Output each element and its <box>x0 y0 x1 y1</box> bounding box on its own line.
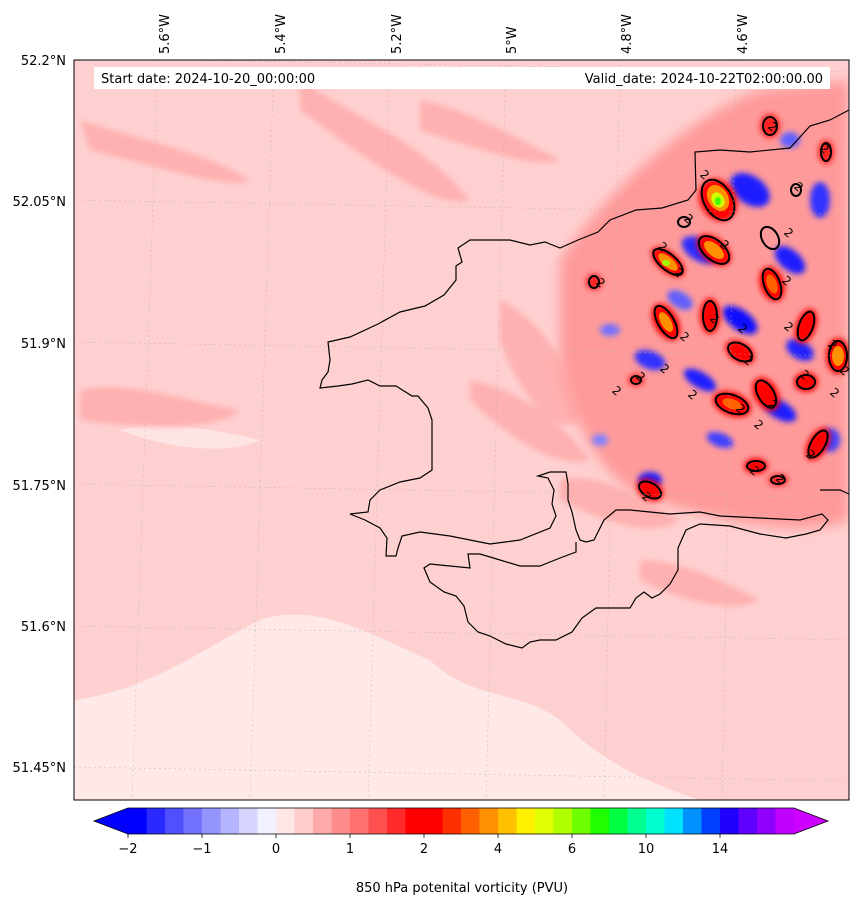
colorbar-segment <box>479 808 499 834</box>
lon-label: 5.6°W <box>158 14 173 54</box>
colorbar-tick-label: −2 <box>118 842 137 857</box>
colorbar-segment <box>664 808 684 834</box>
colorbar-segment <box>609 808 629 834</box>
colorbar-segment <box>757 808 777 834</box>
lat-label: 51.75°N <box>13 479 66 494</box>
lat-label: 51.45°N <box>13 761 66 776</box>
colorbar-segment <box>535 808 555 834</box>
colorbar-tick-label: 0 <box>272 842 280 857</box>
contour-label: 2 <box>837 363 852 379</box>
colorbar-segment <box>553 808 573 834</box>
colorbar-segment <box>646 808 666 834</box>
colorbar-segment <box>775 808 795 834</box>
colorbar-tick-label: 4 <box>494 842 502 857</box>
colorbar-segment <box>498 808 518 834</box>
colorbar-segment <box>590 808 610 834</box>
start-date-text: Start date: 2024-10-20_00:00:00 <box>101 72 315 87</box>
colorbar-tick-label: 2 <box>420 842 428 857</box>
colorbar-segment <box>516 808 536 834</box>
date-header: Start date: 2024-10-20_00:00:00 Valid_da… <box>94 67 830 89</box>
colorbar-segment <box>202 808 222 834</box>
lon-label: 4.8°W <box>620 14 635 54</box>
colorbar-segment <box>294 808 314 834</box>
lon-label: 5°W <box>505 26 520 54</box>
longitude-labels: 5.6°W 5.4°W 5.2°W 5°W 4.8°W 4.6°W <box>158 14 751 54</box>
colorbar-tick-label: 10 <box>638 842 655 857</box>
colorbar-over-arrow <box>794 808 828 834</box>
colorbar-segment <box>442 808 462 834</box>
colorbar-segment <box>276 808 296 834</box>
lat-label: 52.05°N <box>13 195 66 210</box>
colorbar-title: 850 hPa potenital vorticity (PVU) <box>356 881 568 896</box>
lat-label: 51.6°N <box>21 620 66 635</box>
colorbar-tick-label: 6 <box>568 842 576 857</box>
colorbar-segment <box>368 808 388 834</box>
colorbar-under-arrow <box>94 808 128 834</box>
colorbar-segment <box>313 808 333 834</box>
colorbar-segment <box>738 808 758 834</box>
colorbar-segment <box>128 808 148 834</box>
colorbar-segment <box>165 808 185 834</box>
colorbar-segment <box>183 808 203 834</box>
colorbar: −2 −1 0 1 2 4 6 10 14 850 hPa potenital vorticit… <box>92 807 830 896</box>
coastline <box>319 109 849 649</box>
map-frame <box>73 59 850 801</box>
colorbar-segment <box>461 808 481 834</box>
colorbar-segment <box>701 808 721 834</box>
colorbar-segment <box>683 808 703 834</box>
lon-label: 5.4°W <box>274 14 289 54</box>
colorbar-segment <box>572 808 592 834</box>
latitude-labels: 52.2°N 52.05°N 51.9°N 51.75°N 51.6°N 51.… <box>13 54 66 776</box>
colorbar-segment <box>220 808 240 834</box>
colorbar-segment <box>424 808 444 834</box>
lat-label: 51.9°N <box>21 337 66 352</box>
colorbar-segment <box>350 808 370 834</box>
colorbar-segment <box>257 808 277 834</box>
colorbar-segment <box>146 808 166 834</box>
colorbar-tick-label: 1 <box>346 842 354 857</box>
colorbar-segment <box>387 808 407 834</box>
lon-label: 5.2°W <box>390 14 405 54</box>
colorbar-segment <box>331 808 351 834</box>
colorbar-segment <box>239 808 259 834</box>
colorbar-tick-label: 14 <box>712 842 729 857</box>
colorbar-tick-label: −1 <box>192 842 211 857</box>
valid-date-text: Valid_date: 2024-10-22T02:00:00.00 <box>585 72 823 87</box>
lat-label: 52.2°N <box>21 54 66 69</box>
colorbar-segment <box>720 808 740 834</box>
colorbar-segment <box>627 808 647 834</box>
colorbar-segment <box>405 808 425 834</box>
lon-label: 4.6°W <box>736 14 751 54</box>
